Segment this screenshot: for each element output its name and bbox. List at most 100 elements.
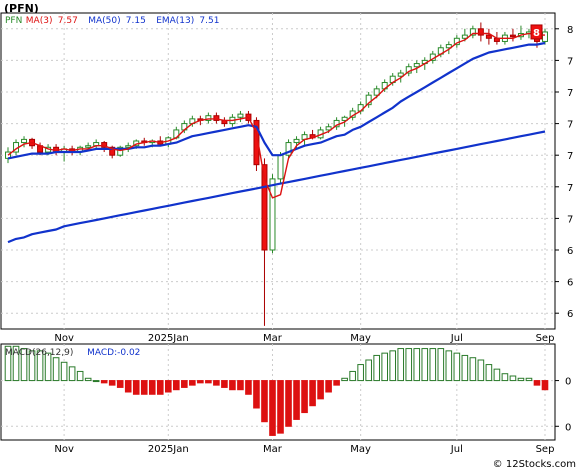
macd-histogram-bar <box>357 364 364 382</box>
macd-histogram-bar <box>197 380 204 384</box>
footer-copyright: © 12Stocks.com <box>493 459 576 470</box>
candle-body <box>213 115 220 121</box>
last-price-label: 8 <box>533 28 540 39</box>
macd-histogram-bar <box>317 380 324 400</box>
price-y-tick-label: 7 <box>567 183 573 194</box>
macd-histogram-bar <box>405 348 413 382</box>
price-candle <box>413 60 420 74</box>
macd-histogram-bar <box>100 380 108 384</box>
macd-y-tick-label: 0 <box>565 377 571 388</box>
candle-body <box>277 154 284 180</box>
price-x-tick-label: Jul <box>450 333 463 344</box>
price-candle <box>237 110 244 123</box>
macd-x-tick-label: May <box>350 444 371 455</box>
macd-x-tick-label: Sep <box>536 444 555 455</box>
candle-body <box>269 178 276 251</box>
macd-histogram-bar <box>533 380 541 386</box>
macd-legend-label: MACD(26,12,9) <box>5 348 73 358</box>
price-candle <box>101 140 108 153</box>
macd-histogram-bar <box>501 373 509 382</box>
price-candle <box>269 174 276 254</box>
macd-histogram-bar <box>381 352 389 382</box>
macd-histogram-bar <box>148 380 156 395</box>
price-candle <box>397 69 404 83</box>
macd-histogram-bar <box>76 370 84 382</box>
macd-histogram-bar <box>429 348 437 382</box>
macd-histogram-bar <box>140 380 148 395</box>
candle-body <box>542 31 548 42</box>
macd-x-tick-label: Nov <box>54 444 74 455</box>
macd-histogram-bar <box>445 350 453 382</box>
candle-body <box>21 138 28 144</box>
candle-body <box>101 142 108 148</box>
macd-histogram-bar <box>517 377 525 382</box>
macd-histogram-bar <box>245 380 252 395</box>
price-x-tick-label: Mar <box>263 333 283 344</box>
macd-histogram-bar <box>397 348 405 382</box>
macd-histogram-bar <box>325 380 332 393</box>
price-legend-label: PFN <box>5 16 22 26</box>
price-y-tick-label: 8 <box>567 25 573 36</box>
price-y-tick-label: 7 <box>567 56 573 67</box>
candle-body <box>237 113 244 118</box>
macd-histogram-bar <box>453 352 461 382</box>
macd-histogram-bar <box>181 380 188 388</box>
macd-histogram-bar <box>485 364 493 382</box>
ema13-line <box>7 41 546 160</box>
macd-histogram-bar <box>237 380 244 391</box>
price-legend-label: MA(50) <box>88 16 120 26</box>
candle-body <box>445 44 452 49</box>
price-candle <box>213 112 220 124</box>
price-candle <box>285 139 292 159</box>
price-y-tick-label: 6 <box>567 278 573 289</box>
candle-body <box>365 94 372 106</box>
candle-body <box>261 164 268 251</box>
candle-body <box>461 34 468 39</box>
candle-body <box>205 115 212 121</box>
price-y-tick-label: 7 <box>567 214 573 225</box>
ma3-line <box>7 32 545 199</box>
chart-title: (PFN) <box>4 2 39 15</box>
price-candle <box>277 152 284 184</box>
price-y-tick-label: 7 <box>567 88 573 99</box>
price-candle <box>469 25 476 39</box>
price-legend-label: EMA(13) <box>156 16 194 26</box>
candle-body <box>285 142 292 156</box>
price-candle <box>509 28 516 42</box>
macd-histogram-bar <box>541 380 549 391</box>
macd-histogram-bar <box>221 380 228 388</box>
macd-histogram-bar <box>116 380 124 388</box>
price-candle <box>485 28 492 45</box>
price-x-tick-label: Sep <box>536 333 555 344</box>
macd-histogram-bar <box>20 348 28 382</box>
candle-body <box>373 88 380 96</box>
macd-histogram-bar <box>469 357 477 382</box>
price-x-tick-label: May <box>350 333 371 344</box>
price-candle <box>205 112 212 124</box>
price-y-tick-label: 6 <box>567 309 573 320</box>
macd-histogram-bar <box>36 350 44 382</box>
macd-panel: 0 0 Nov 2025Jan Mar May Jul Sep MACD(26,12,9) MAC… <box>0 343 571 455</box>
candle-body <box>125 145 132 148</box>
macd-histogram-bar <box>60 361 68 382</box>
macd-histogram-bar <box>525 377 533 382</box>
macd-histogram-bar <box>413 348 421 382</box>
last-price-badge <box>530 24 543 40</box>
price-candle <box>445 41 452 55</box>
macd-histogram-bar <box>365 359 372 382</box>
macd-histogram-bar <box>108 380 116 386</box>
macd-x-tick-label: Jul <box>450 444 463 455</box>
macd-histogram-bar <box>124 380 132 393</box>
macd-histogram-bar <box>261 380 268 423</box>
macd-histogram-bar <box>164 380 172 393</box>
price-x-tick-label: Nov <box>54 333 74 344</box>
candle-body <box>293 138 300 144</box>
macd-histogram-bar <box>132 380 140 395</box>
macd-histogram-bar <box>349 370 356 382</box>
price-legend-value: 7.51 <box>199 16 219 26</box>
macd-histogram-bar <box>461 354 469 382</box>
price-candle <box>542 28 548 45</box>
macd-histogram-bar <box>437 348 445 382</box>
macd-legend-label: MACD:-0.02 <box>87 348 140 358</box>
